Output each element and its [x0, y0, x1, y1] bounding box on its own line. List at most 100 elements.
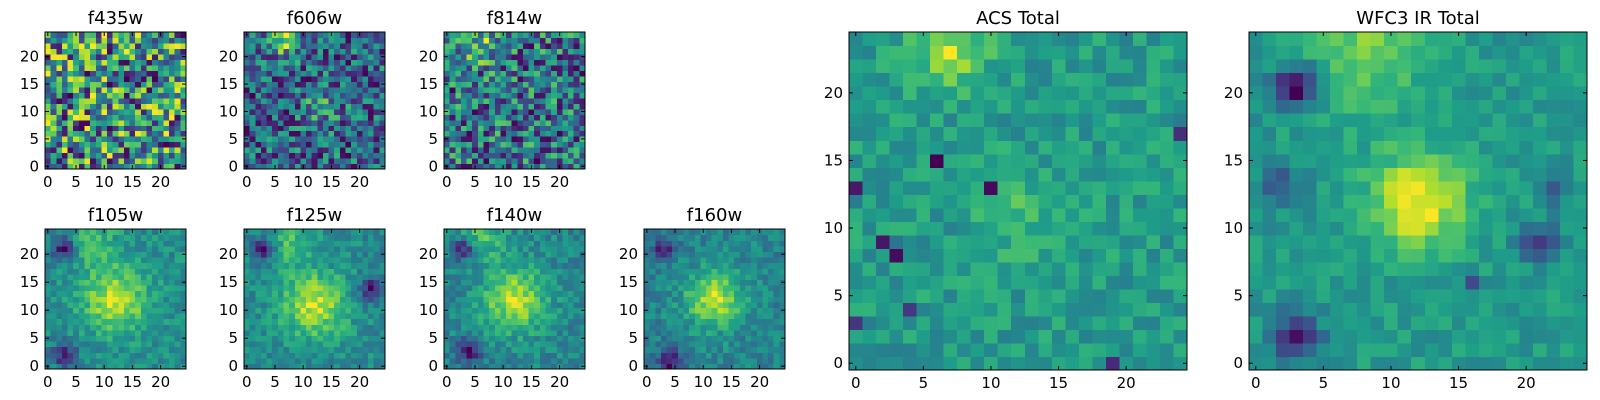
- heatmap-cell: [706, 335, 713, 342]
- heatmap-cell: [489, 234, 496, 241]
- heatmap-cell: [244, 290, 251, 297]
- heatmap-cell: [300, 357, 307, 364]
- heatmap-cell: [135, 268, 142, 275]
- heatmap-cell: [745, 335, 752, 342]
- heatmap-cell: [449, 234, 456, 241]
- heatmap-cell: [277, 279, 285, 286]
- heatmap-cell: [677, 301, 685, 308]
- heatmap-cell: [739, 318, 747, 325]
- heatmap-cell: [545, 257, 552, 264]
- heatmap-cell: [556, 48, 564, 55]
- heatmap-cell: [444, 318, 451, 325]
- heatmap-cell: [90, 130, 97, 137]
- heatmap-cell: [655, 268, 662, 275]
- heatmap-cell: [534, 240, 541, 247]
- heatmap-cell: [655, 346, 662, 353]
- heatmap-cell: [672, 251, 679, 258]
- heatmap-cell: [45, 257, 52, 264]
- heatmap-cell: [180, 285, 187, 292]
- heatmap-cell: [73, 97, 80, 104]
- heatmap-cell: [984, 315, 999, 331]
- heatmap-cell: [152, 296, 159, 303]
- heatmap-cell: [779, 352, 786, 359]
- heatmap-cell: [449, 81, 456, 88]
- heatmap-cell: [152, 125, 159, 132]
- heatmap-cell: [528, 245, 535, 252]
- heatmap-cell: [255, 32, 262, 39]
- heatmap-cell: [101, 257, 108, 264]
- heatmap-cell: [339, 59, 347, 66]
- heatmap-cell: [655, 279, 662, 286]
- heatmap-cell: [266, 37, 273, 44]
- heatmap-cell: [889, 194, 904, 209]
- heatmap-cell: [528, 346, 535, 353]
- heatmap-cell: [573, 285, 580, 292]
- heatmap-cell: [545, 37, 552, 44]
- heatmap-cell: [61, 324, 69, 331]
- heatmap-cell: [556, 335, 564, 342]
- heatmap-cell: [56, 114, 63, 121]
- heatmap-cell: [655, 262, 662, 269]
- heatmap-cell: [351, 352, 358, 359]
- heatmap-cell: [334, 86, 341, 93]
- heatmap-cell: [534, 125, 541, 132]
- heatmap-cell: [260, 86, 268, 93]
- heatmap-cell: [472, 346, 479, 353]
- heatmap-cell: [123, 81, 131, 88]
- heatmap-cell: [107, 357, 114, 364]
- heatmap-cell: [751, 352, 758, 359]
- heatmap-cell: [328, 307, 335, 314]
- heatmap-cell: [272, 81, 279, 88]
- heatmap-cell: [483, 163, 490, 170]
- heatmap-cell: [1038, 221, 1053, 236]
- heatmap-cell: [1078, 194, 1093, 209]
- heatmap-cell: [984, 234, 999, 249]
- heatmap-cell: [289, 147, 296, 154]
- heatmap-cell: [101, 48, 108, 55]
- heatmap-cell: [511, 240, 518, 247]
- heatmap-cell: [152, 141, 159, 148]
- heatmap-cell: [545, 152, 552, 159]
- heatmap-cell: [539, 229, 547, 236]
- heatmap-cell: [362, 103, 369, 110]
- heatmap-cell: [107, 48, 114, 55]
- heatmap-cell: [306, 307, 313, 314]
- heatmap-cell: [152, 279, 159, 286]
- heatmap-cell: [73, 108, 80, 115]
- heatmap-cell: [539, 290, 547, 297]
- heatmap-cell: [283, 125, 290, 132]
- heatmap-cell: [345, 152, 352, 159]
- heatmap-cell: [101, 108, 108, 115]
- heatmap-cell: [556, 251, 564, 258]
- heatmap-cell: [460, 341, 468, 348]
- heatmap-cell: [666, 363, 673, 370]
- heatmap-cell: [511, 251, 518, 258]
- heatmap-cell: [322, 53, 330, 60]
- heatmap-cell: [244, 86, 251, 93]
- heatmap-cell: [551, 318, 558, 325]
- heatmap-cell: [483, 285, 490, 292]
- heatmap-cell: [272, 279, 279, 286]
- heatmap-cell: [700, 234, 707, 241]
- heatmap-cell: [517, 86, 524, 93]
- heatmap-cell: [362, 32, 369, 39]
- heatmap-cell: [311, 119, 318, 126]
- heatmap-cell: [107, 313, 114, 320]
- heatmap-cell: [672, 313, 679, 320]
- heatmap-cell: [677, 229, 685, 236]
- heatmap-cell: [489, 152, 496, 159]
- heatmap-cell: [455, 59, 462, 66]
- heatmap-cell: [123, 53, 131, 60]
- heatmap-cell: [129, 103, 136, 110]
- heatmap-cell: [107, 75, 114, 82]
- heatmap-cell: [345, 108, 352, 115]
- heatmap-cell: [706, 240, 713, 247]
- heatmap-cell: [339, 257, 347, 264]
- heatmap-cell: [289, 37, 296, 44]
- heatmap-cell: [101, 119, 108, 126]
- heatmap-cell: [266, 329, 273, 336]
- heatmap-cell: [930, 153, 945, 168]
- heatmap-cell: [339, 318, 347, 325]
- heatmap-cell: [545, 324, 552, 331]
- axes-frame-f435w: [44, 31, 187, 170]
